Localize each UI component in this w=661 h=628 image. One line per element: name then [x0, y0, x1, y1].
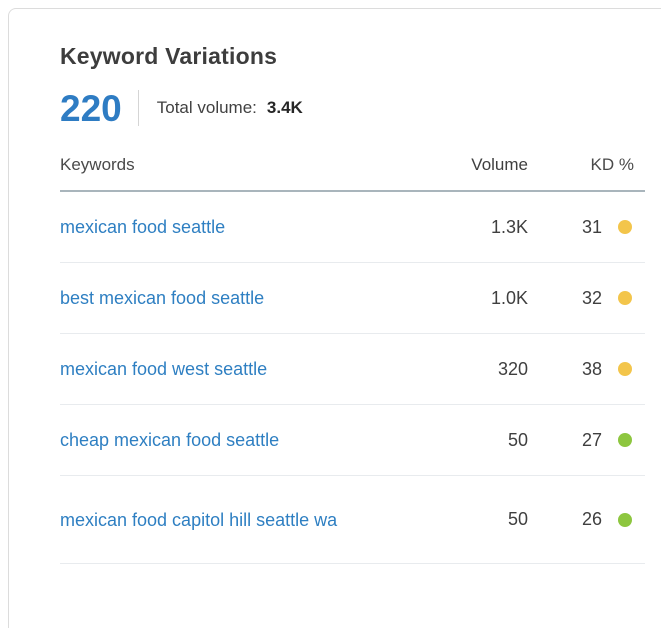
keyword-link[interactable]: cheap mexican food seattle [60, 430, 280, 450]
table-row: cheap mexican food seattle 50 27 [60, 405, 645, 476]
table-row: mexican food seattle 1.3K 31 [60, 192, 645, 263]
header-volume: Volume [471, 155, 528, 174]
kd-difficulty-dot [618, 512, 632, 527]
kd-value: 26 [581, 509, 602, 529]
table-row: mexican food capitol hill seattle wa 50 … [60, 476, 645, 564]
keyword-link[interactable]: mexican food seattle [60, 217, 226, 237]
keyword-link[interactable]: mexican food capitol hill seattle wa [60, 509, 338, 530]
keyword-link[interactable]: best mexican food seattle [60, 288, 265, 308]
volume-value: 1.0K [490, 287, 528, 308]
volume-value: 320 [497, 358, 528, 379]
keyword-variations-card: Keyword Variations 220 Total volume: 3.4… [8, 8, 661, 628]
volume-value: 1.3K [490, 216, 528, 237]
keyword-link[interactable]: mexican food west seattle [60, 359, 268, 379]
volume-value: 50 [507, 509, 528, 529]
kd-difficulty-dot [618, 362, 632, 376]
kd-value: 38 [581, 358, 602, 379]
card-title: Keyword Variations [60, 43, 278, 69]
table-header: Keywords Volume KD % [60, 143, 645, 192]
keyword-count: 220 [60, 87, 122, 129]
header-kd: KD % [590, 155, 634, 174]
volume-value: 50 [507, 429, 528, 450]
kd-value: 32 [581, 287, 602, 308]
table-row: mexican food west seattle 320 38 [60, 334, 645, 405]
kd-difficulty-dot [618, 220, 632, 234]
total-volume-label: Total volume: [156, 98, 257, 117]
kd-difficulty-dot [618, 291, 632, 305]
table-row: best mexican food seattle 1.0K 32 [60, 263, 645, 334]
vertical-divider [137, 90, 139, 126]
stats-row: 220 Total volume: 3.4K [60, 87, 645, 129]
kd-value: 27 [581, 429, 602, 450]
keywords-table: Keywords Volume KD % mexican food seattl… [60, 143, 645, 564]
kd-difficulty-dot [618, 433, 632, 447]
kd-value: 31 [581, 216, 602, 237]
total-volume-value: 3.4K [266, 98, 303, 117]
header-keywords: Keywords [60, 155, 135, 174]
